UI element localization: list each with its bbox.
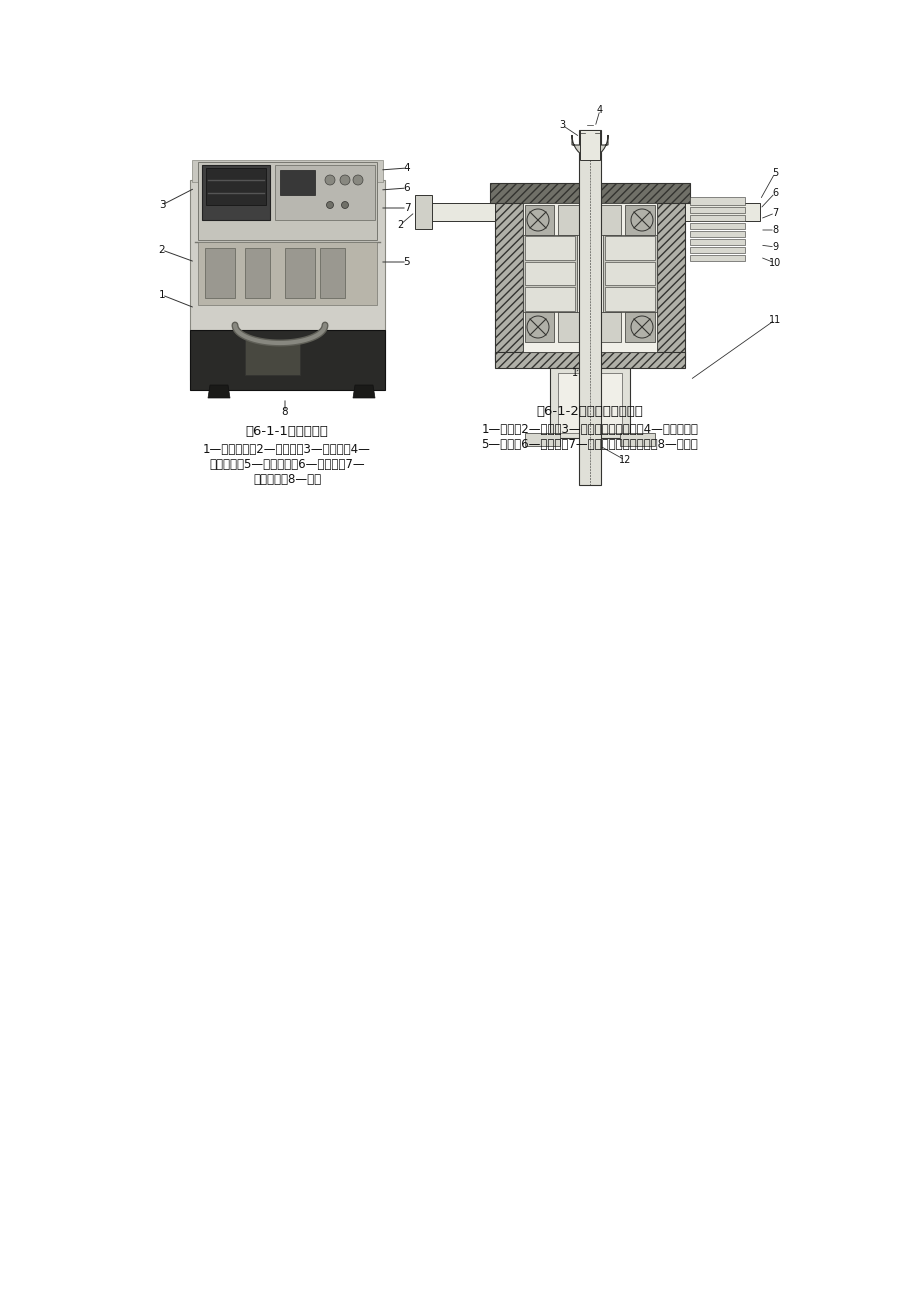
Text: 1: 1 bbox=[158, 290, 165, 301]
Polygon shape bbox=[558, 373, 621, 433]
Polygon shape bbox=[602, 235, 656, 312]
Polygon shape bbox=[205, 248, 234, 298]
Polygon shape bbox=[689, 247, 744, 252]
Polygon shape bbox=[689, 222, 744, 229]
Polygon shape bbox=[275, 165, 375, 220]
Circle shape bbox=[326, 202, 334, 208]
Polygon shape bbox=[689, 207, 744, 213]
Polygon shape bbox=[625, 312, 654, 342]
Circle shape bbox=[353, 176, 363, 185]
Polygon shape bbox=[689, 239, 744, 245]
Circle shape bbox=[340, 176, 349, 185]
Text: 4: 4 bbox=[403, 163, 410, 173]
Polygon shape bbox=[591, 206, 621, 235]
Text: 2: 2 bbox=[396, 220, 403, 230]
Text: 1—左电位计；2—温控器；3—记录仪；4—: 1—左电位计；2—温控器；3—记录仪；4— bbox=[203, 444, 370, 455]
Polygon shape bbox=[490, 183, 689, 203]
Text: 7: 7 bbox=[771, 208, 777, 219]
Text: 左计时器；5—右计时器；6—指示灯；7—: 左计时器；5—右计时器；6—指示灯；7— bbox=[209, 458, 365, 471]
Text: 8: 8 bbox=[771, 225, 777, 235]
Polygon shape bbox=[420, 203, 494, 221]
Polygon shape bbox=[285, 248, 314, 298]
Text: 3: 3 bbox=[559, 120, 564, 130]
Polygon shape bbox=[605, 235, 654, 260]
Polygon shape bbox=[525, 235, 574, 260]
Text: 2: 2 bbox=[158, 245, 165, 255]
Polygon shape bbox=[198, 163, 377, 239]
Polygon shape bbox=[550, 368, 630, 438]
Text: 3: 3 bbox=[158, 200, 165, 209]
Circle shape bbox=[583, 419, 596, 433]
Text: 1—扣环；2—轴槽；3—中心反向固定罐帽；4—固定螺帽；: 1—扣环；2—轴槽；3—中心反向固定罐帽；4—固定螺帽； bbox=[481, 423, 698, 436]
Polygon shape bbox=[190, 180, 384, 380]
Text: 9: 9 bbox=[771, 242, 777, 252]
Text: 图6-1-1常压稠化仪: 图6-1-1常压稠化仪 bbox=[245, 425, 328, 438]
Text: 6: 6 bbox=[403, 183, 410, 193]
Polygon shape bbox=[578, 130, 600, 485]
Polygon shape bbox=[279, 170, 314, 195]
Text: 7: 7 bbox=[403, 203, 410, 213]
Polygon shape bbox=[689, 232, 744, 237]
Polygon shape bbox=[605, 288, 654, 311]
Polygon shape bbox=[208, 385, 230, 398]
Polygon shape bbox=[190, 330, 384, 390]
Polygon shape bbox=[522, 235, 576, 312]
Text: 1: 1 bbox=[572, 368, 577, 379]
Polygon shape bbox=[579, 130, 599, 160]
Polygon shape bbox=[192, 160, 382, 182]
Polygon shape bbox=[494, 353, 685, 368]
Polygon shape bbox=[206, 168, 266, 206]
Polygon shape bbox=[244, 248, 269, 298]
Text: 4: 4 bbox=[596, 105, 603, 114]
Polygon shape bbox=[244, 340, 300, 375]
Text: 6: 6 bbox=[771, 189, 777, 198]
Polygon shape bbox=[353, 385, 375, 398]
Polygon shape bbox=[689, 215, 744, 221]
Polygon shape bbox=[320, 248, 345, 298]
Polygon shape bbox=[619, 433, 654, 446]
Polygon shape bbox=[685, 203, 759, 221]
Polygon shape bbox=[625, 206, 654, 235]
Circle shape bbox=[324, 176, 335, 185]
Polygon shape bbox=[522, 203, 656, 353]
Polygon shape bbox=[202, 165, 269, 220]
Text: 11: 11 bbox=[768, 315, 780, 325]
Polygon shape bbox=[525, 206, 554, 235]
Circle shape bbox=[341, 202, 348, 208]
Polygon shape bbox=[558, 206, 587, 235]
Polygon shape bbox=[525, 312, 554, 342]
Polygon shape bbox=[414, 195, 432, 229]
Polygon shape bbox=[558, 312, 587, 342]
Polygon shape bbox=[591, 312, 621, 342]
Polygon shape bbox=[525, 433, 560, 446]
Polygon shape bbox=[198, 242, 377, 304]
Text: 12: 12 bbox=[618, 455, 630, 464]
Polygon shape bbox=[494, 195, 522, 360]
Polygon shape bbox=[656, 195, 685, 360]
Polygon shape bbox=[605, 262, 654, 285]
Text: 5—指针；6—刻度盘；7—刻度盘及其底座部件；8—弹簧；: 5—指针；6—刻度盘；7—刻度盘及其底座部件；8—弹簧； bbox=[482, 438, 698, 451]
Polygon shape bbox=[525, 288, 574, 311]
Text: 10: 10 bbox=[768, 258, 780, 268]
Polygon shape bbox=[525, 262, 574, 285]
Text: 8: 8 bbox=[281, 407, 288, 418]
Polygon shape bbox=[572, 135, 607, 157]
Text: 图6-1-2常压稠化仪电位计: 图6-1-2常压稠化仪电位计 bbox=[536, 405, 642, 418]
Text: 右电位计；8—水箱: 右电位计；8—水箱 bbox=[253, 474, 321, 487]
Polygon shape bbox=[689, 196, 744, 206]
Text: 5: 5 bbox=[771, 168, 777, 178]
Polygon shape bbox=[689, 255, 744, 262]
Text: 5: 5 bbox=[403, 258, 410, 267]
